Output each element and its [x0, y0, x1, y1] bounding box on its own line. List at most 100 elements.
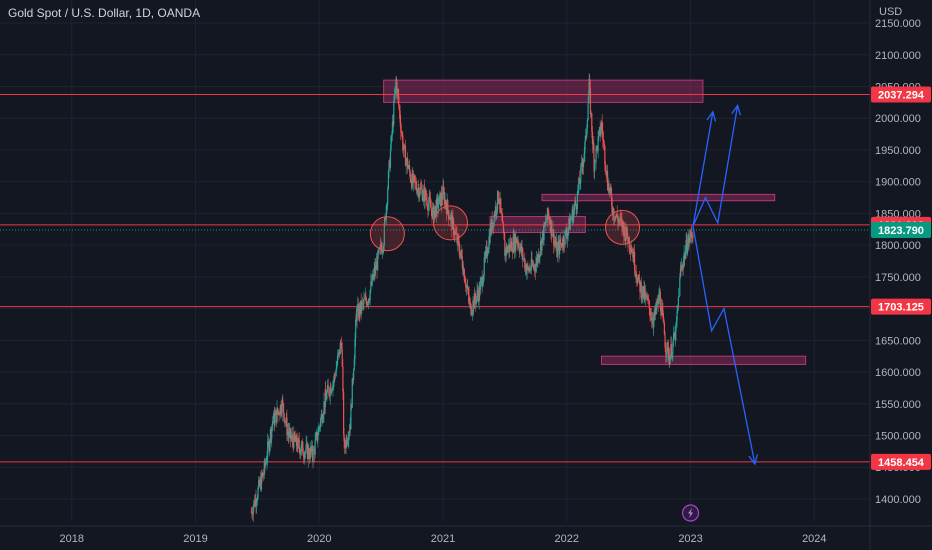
candle-body	[442, 199, 444, 200]
candle-body	[676, 311, 678, 322]
candle-body	[542, 230, 544, 241]
candle-body	[300, 444, 303, 452]
candle-body	[617, 220, 620, 224]
candle-body	[347, 440, 349, 442]
candle-body	[394, 86, 396, 97]
candle-body	[293, 432, 295, 449]
candle-body	[270, 429, 272, 439]
candle-body	[644, 286, 646, 300]
candle-body	[410, 179, 412, 182]
candle-body	[510, 241, 512, 249]
candle-body	[420, 187, 422, 189]
candle-body	[518, 242, 520, 249]
price-tick-label: 1950.000	[875, 145, 921, 157]
candle-body	[268, 441, 270, 451]
candle-body	[672, 341, 674, 354]
price-badge	[871, 453, 931, 470]
price-tick-label: 2150.000	[875, 18, 921, 30]
candle-body	[440, 192, 442, 207]
candle-body	[555, 243, 557, 247]
candle-body	[594, 161, 596, 163]
candle-body	[280, 404, 282, 413]
candle-body	[598, 127, 601, 132]
candle-body	[619, 216, 621, 221]
candle-body	[511, 251, 514, 253]
candle-body	[638, 274, 640, 282]
candle-body	[490, 219, 493, 234]
candle-body	[666, 342, 668, 355]
candle-body	[476, 290, 478, 298]
candle-body	[269, 442, 271, 451]
candle-body	[414, 181, 417, 183]
price-badge	[871, 298, 931, 315]
candle-body	[611, 195, 613, 207]
candle-body	[308, 456, 311, 459]
candle-body	[613, 219, 615, 220]
candle-body	[602, 130, 604, 140]
candle-body	[350, 404, 352, 430]
candle-body	[292, 440, 294, 449]
candle-body	[273, 413, 275, 423]
candle-body	[377, 251, 379, 271]
candle-body	[320, 413, 322, 419]
candle-body	[518, 248, 520, 253]
candle-body	[677, 305, 679, 312]
candle-body	[485, 250, 487, 258]
candle-body	[337, 353, 339, 356]
candle-body	[685, 239, 687, 251]
time-axis[interactable]: 2018 2019 2020 2021 2022 2023 2024	[0, 525, 932, 545]
candle-body	[383, 245, 385, 250]
candle-body	[480, 277, 483, 281]
candle-body	[418, 187, 420, 198]
candle-body	[372, 274, 374, 280]
event-marker[interactable]	[681, 504, 700, 522]
candle-body	[398, 95, 400, 106]
candle-body	[301, 441, 303, 445]
candle-body	[505, 250, 507, 255]
candle-body	[532, 264, 534, 268]
candle-body	[589, 88, 592, 115]
candle-body	[289, 428, 291, 432]
candle-body	[658, 293, 660, 304]
candle-body	[534, 265, 536, 269]
candle-body	[346, 438, 348, 445]
candle-body	[336, 364, 338, 369]
candle-body	[477, 294, 480, 302]
candle-body	[360, 300, 362, 311]
candle-body	[302, 454, 305, 457]
candle-body	[344, 440, 346, 447]
candle-body	[365, 296, 367, 301]
candle-body	[396, 78, 398, 93]
candle-body	[690, 231, 692, 234]
candle-body	[628, 237, 630, 244]
candle-body	[265, 462, 267, 464]
price-axis[interactable]: USD1400.0001450.0001500.0001550.0001600.…	[869, 0, 921, 550]
candle-body	[417, 187, 419, 190]
candle-body	[626, 227, 628, 238]
candle-body	[325, 396, 327, 400]
candle-body	[355, 313, 358, 322]
candle-body	[319, 418, 322, 427]
candle-body	[387, 188, 389, 204]
candle-body	[489, 227, 491, 244]
highlight-circles	[369, 205, 640, 252]
candle-body	[381, 249, 384, 253]
candle-body	[495, 206, 497, 213]
candle-body	[407, 167, 409, 169]
candle-body	[609, 189, 611, 192]
candle-body	[290, 437, 292, 439]
candle-body	[421, 188, 423, 190]
candle-body	[509, 243, 511, 252]
candle-body	[673, 333, 675, 339]
candle-body	[251, 514, 254, 515]
candle-body	[335, 368, 337, 376]
candle-body	[498, 200, 500, 203]
candle-body	[442, 186, 444, 200]
candle-body	[453, 234, 455, 236]
candle-body	[304, 450, 307, 454]
candle-body	[303, 456, 305, 459]
candle-body	[363, 298, 365, 304]
candle-body	[530, 258, 532, 270]
